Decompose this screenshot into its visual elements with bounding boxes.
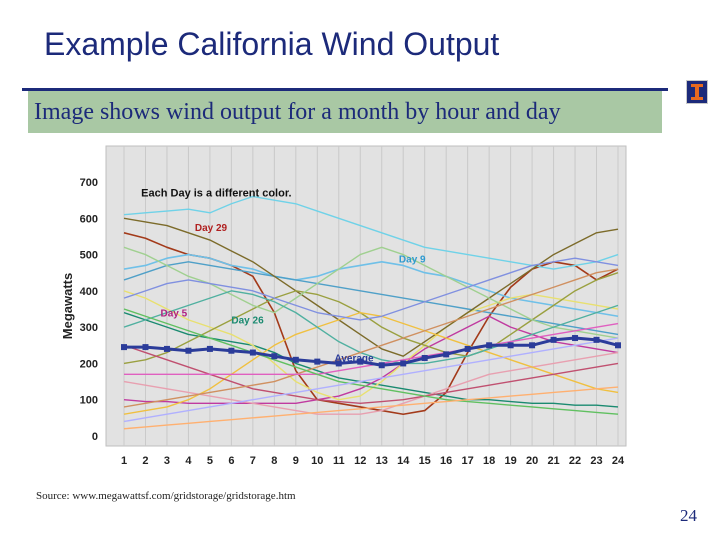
average-marker <box>529 342 536 349</box>
average-marker <box>228 347 235 354</box>
chart-annotation: Each Day is a different color. <box>141 188 291 200</box>
x-tick-label: 4 <box>185 455 192 467</box>
x-tick-label: 19 <box>504 455 516 467</box>
x-tick-label: 9 <box>293 455 299 467</box>
x-tick-label: 5 <box>207 455 213 467</box>
series-line <box>123 268 619 408</box>
average-marker <box>185 347 192 354</box>
average-marker <box>486 342 493 349</box>
y-tick-label: 600 <box>80 213 98 225</box>
series-line <box>123 315 619 405</box>
chart-annotation: Day 9 <box>399 255 426 266</box>
average-marker <box>550 336 557 343</box>
average-marker <box>335 360 342 367</box>
x-tick-label: 14 <box>397 455 410 467</box>
average-marker <box>378 362 385 369</box>
average-marker <box>507 342 514 349</box>
series-line <box>123 257 619 321</box>
series-line <box>123 337 619 423</box>
average-marker <box>249 349 256 356</box>
title-underline <box>22 88 668 91</box>
x-tick-label: 17 <box>462 455 474 467</box>
x-tick-label: 2 <box>142 455 148 467</box>
slide-title: Example California Wind Output <box>44 26 500 62</box>
y-tick-label: 700 <box>80 177 98 189</box>
y-tick-label: 300 <box>80 322 98 334</box>
x-tick-label: 15 <box>419 455 431 467</box>
x-tick-label: 8 <box>271 455 277 467</box>
x-tick-label: 24 <box>612 455 625 467</box>
y-tick-label: 500 <box>80 250 98 262</box>
average-marker <box>271 353 278 360</box>
x-tick-label: 18 <box>483 455 495 467</box>
chart-annotation: Day 29 <box>195 223 228 234</box>
average-marker <box>443 351 450 358</box>
y-tick-label: 100 <box>80 395 98 407</box>
x-tick-label: 16 <box>440 455 452 467</box>
average-marker <box>121 344 127 351</box>
average-marker <box>142 344 149 351</box>
x-tick-label: 10 <box>311 455 323 467</box>
average-marker <box>163 345 170 352</box>
series-line <box>124 336 619 367</box>
average-marker <box>357 358 364 365</box>
x-tick-label: 6 <box>228 455 234 467</box>
x-tick-label: 7 <box>250 455 256 467</box>
chart-annotation: Day 5 <box>161 308 188 319</box>
average-marker <box>593 336 600 343</box>
series-line <box>123 290 619 365</box>
subtitle-band: Image shows wind output for a month by h… <box>28 91 662 133</box>
x-tick-label: 1 <box>121 455 127 467</box>
series-line <box>123 386 619 430</box>
average-marker <box>400 360 407 367</box>
chart-annotation: Day 26 <box>231 316 264 327</box>
series-line <box>123 272 619 365</box>
y-axis-label: Megawatts <box>60 273 75 339</box>
average-marker <box>314 358 321 365</box>
average-marker <box>464 345 471 352</box>
average-marker <box>292 356 299 363</box>
series-line <box>123 290 619 401</box>
y-tick-label: 200 <box>80 358 98 370</box>
x-tick-label: 20 <box>526 455 538 467</box>
average-marker <box>206 345 213 352</box>
illinois-logo-icon <box>686 80 708 104</box>
x-tick-label: 3 <box>164 455 170 467</box>
y-tick-label: 0 <box>92 431 98 443</box>
x-tick-label: 11 <box>333 455 345 467</box>
chart-annotation: Average <box>334 354 374 365</box>
series-line <box>123 308 619 415</box>
average-marker <box>421 354 428 361</box>
series-line <box>124 322 619 376</box>
series-line <box>123 351 619 415</box>
series-line <box>123 344 619 405</box>
x-tick-label: 23 <box>590 455 602 467</box>
x-tick-label: 22 <box>569 455 581 467</box>
source-citation: Source: www.megawattsf.com/gridstorage/g… <box>36 490 296 502</box>
page-number: 24 <box>680 506 697 525</box>
series-line <box>123 253 619 318</box>
series-line <box>123 311 619 415</box>
x-tick-label: 21 <box>547 455 559 467</box>
x-tick-label: 12 <box>354 455 366 467</box>
series-line <box>123 217 619 357</box>
y-tick-label: 400 <box>80 286 98 298</box>
average-marker <box>615 342 621 349</box>
x-tick-label: 13 <box>376 455 388 467</box>
average-marker <box>572 335 579 342</box>
